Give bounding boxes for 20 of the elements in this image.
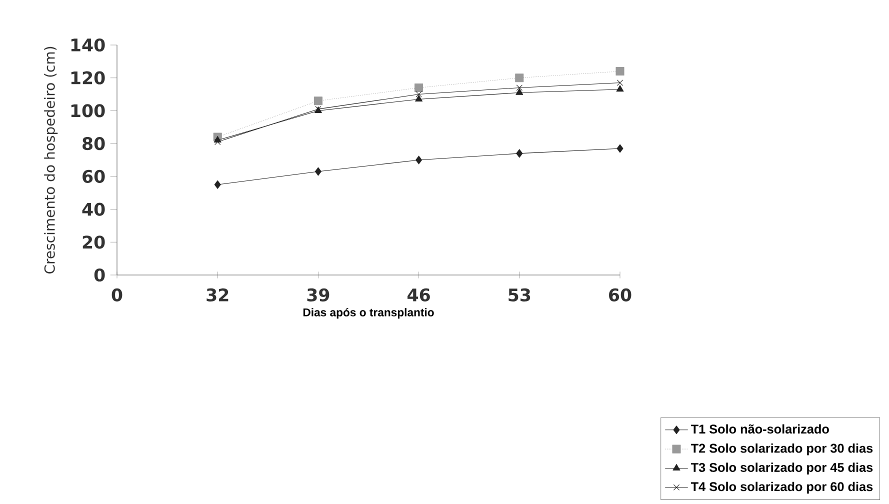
x-tick-label: 0	[112, 288, 122, 302]
y-tick-label: 20	[82, 236, 105, 249]
y-tick-label: 60	[82, 170, 105, 183]
x-tick-label: 46	[408, 288, 430, 302]
legend-label: T2 Solo solarizado por 30 dias	[690, 443, 873, 456]
x-tick-label: 60	[609, 288, 632, 302]
y-tick-label: 100	[71, 104, 105, 118]
legend-label: T4 Solo solarizado por 60 dias	[690, 482, 873, 494]
x-tick-label: 32	[206, 288, 228, 302]
y-tick-label: 140	[71, 38, 105, 52]
legend-label: T3 Solo solarizado por 45 dias	[690, 462, 873, 474]
legend-label: T1 Solo não-solarizado	[690, 424, 829, 434]
x-tick-label: 39	[307, 288, 330, 302]
y-axis-title: Crescimento do hospedeiro (cm)	[44, 46, 58, 274]
y-tick-label: 0	[94, 268, 105, 282]
y-tick-label: 120	[71, 71, 105, 84]
x-axis-title: Dias após o transplantio	[303, 308, 434, 319]
y-tick-label: 40	[82, 202, 105, 216]
x-tick-label: 53	[508, 288, 530, 302]
y-tick-label: 80	[82, 137, 105, 150]
